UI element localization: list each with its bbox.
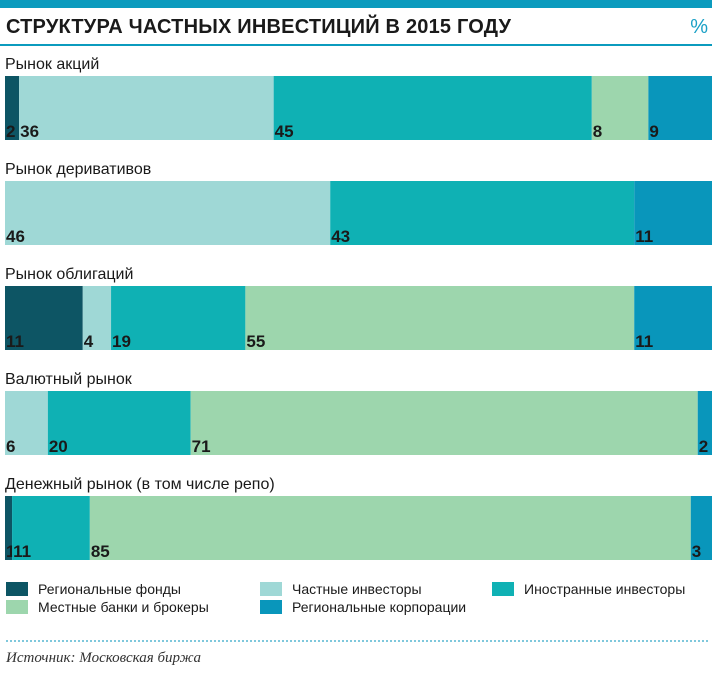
legend-item: Частные инвесторы — [260, 580, 422, 598]
legend-label: Иностранные инвесторы — [524, 581, 686, 597]
bar-segment — [5, 496, 13, 560]
value-label: 36 — [20, 122, 39, 141]
legend-label: Частные инвесторы — [292, 581, 422, 597]
legend-item: Региональные фонды — [6, 580, 181, 598]
legend-item: Иностранные инвесторы — [492, 580, 685, 598]
value-label: 43 — [331, 227, 350, 246]
value-label: 11 — [635, 227, 653, 246]
legend-swatch — [492, 582, 514, 596]
legend-swatch — [6, 600, 28, 614]
category-label: Рынок акций — [5, 56, 99, 73]
bar-segment — [82, 286, 112, 350]
legend-item: Региональные корпорации — [260, 598, 466, 616]
bar-segment — [634, 286, 712, 350]
value-label: 71 — [192, 437, 211, 456]
value-label: 19 — [112, 332, 131, 351]
top-rule — [0, 0, 712, 8]
value-label: 11 — [6, 332, 24, 351]
value-label: 11 — [13, 542, 31, 561]
value-label: 2 — [699, 437, 708, 456]
value-label: 8 — [593, 122, 602, 141]
legend-swatch — [260, 582, 282, 596]
unit-label: % — [690, 16, 708, 38]
source-divider — [6, 640, 708, 642]
bar-segment — [190, 391, 698, 455]
legend-label: Региональные корпорации — [292, 599, 467, 615]
value-label: 2 — [6, 122, 15, 141]
bar-segment — [591, 76, 649, 140]
value-label: 3 — [692, 542, 701, 561]
bar-segment — [648, 76, 712, 140]
chart-title: СТРУКТУРА ЧАСТНЫХ ИНВЕСТИЦИЙ В 2015 ГОДУ — [6, 16, 512, 38]
bar-segment — [47, 391, 191, 455]
value-label: 4 — [84, 332, 94, 351]
category-label: Валютный рынок — [5, 371, 133, 388]
legend-item: Местные банки и брокеры — [6, 598, 209, 616]
value-label: 55 — [246, 332, 265, 351]
bar-segment — [273, 76, 592, 140]
value-label: 45 — [275, 122, 294, 141]
value-label: 11 — [635, 332, 653, 351]
value-label: 1 — [6, 542, 15, 561]
category-label: Рынок облигаций — [5, 266, 133, 283]
bar-segment — [330, 181, 635, 245]
bar-segment — [12, 496, 90, 560]
value-label: 9 — [649, 122, 658, 141]
source-note: Источник: Московская биржа — [6, 650, 201, 666]
bar-segment — [5, 181, 331, 245]
bar-segment — [245, 286, 635, 350]
category-label: Денежный рынок (в том числе репо) — [5, 476, 275, 493]
bar-segment — [697, 391, 712, 455]
legend-label: Региональные фонды — [38, 581, 181, 597]
value-label: 85 — [91, 542, 110, 561]
legend-swatch — [260, 600, 282, 614]
bar-segment — [690, 496, 712, 560]
bar-segment — [89, 496, 691, 560]
title-rule — [0, 44, 712, 46]
value-label: 46 — [6, 227, 25, 246]
value-label: 6 — [6, 437, 15, 456]
bar-segment — [5, 76, 20, 140]
bar-segment — [5, 286, 83, 350]
legend: Региональные фонды Частные инвесторы Иност… — [0, 576, 712, 616]
bar-segment — [634, 181, 712, 245]
bar-segment — [5, 391, 48, 455]
bar-segment — [111, 286, 246, 350]
legend-swatch — [6, 582, 28, 596]
legend-label: Местные банки и брокеры — [38, 599, 209, 615]
category-label: Рынок деривативов — [5, 161, 151, 178]
value-label: 20 — [49, 437, 68, 456]
bar-segment — [19, 76, 274, 140]
